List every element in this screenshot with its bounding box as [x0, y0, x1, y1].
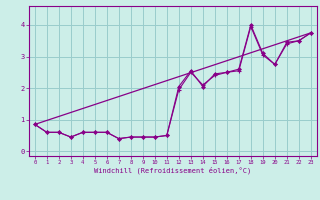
X-axis label: Windchill (Refroidissement éolien,°C): Windchill (Refroidissement éolien,°C)	[94, 167, 252, 174]
